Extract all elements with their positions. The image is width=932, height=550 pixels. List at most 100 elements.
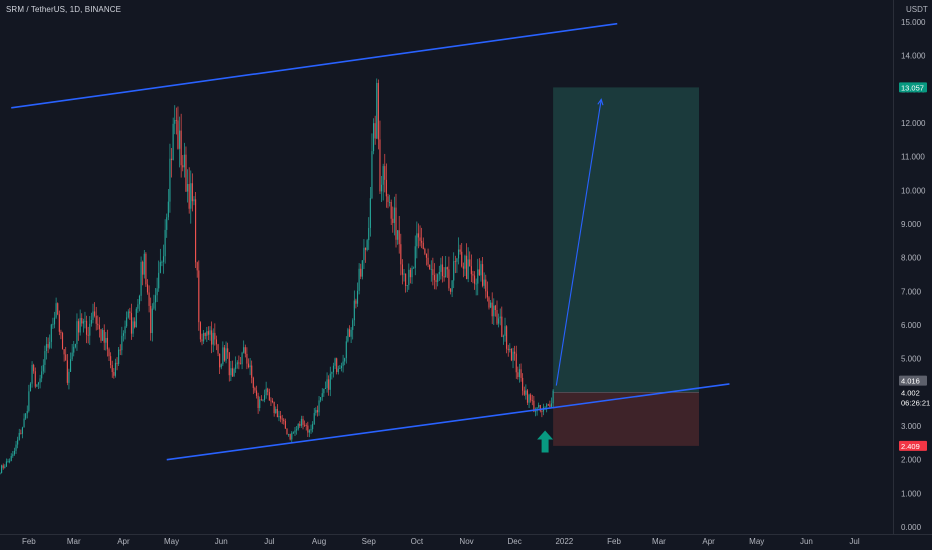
svg-text:06:26:21: 06:26:21 — [901, 398, 930, 407]
candle — [339, 364, 341, 369]
candle — [127, 309, 129, 319]
upper-channel-line[interactable] — [11, 22, 618, 109]
candle — [207, 326, 209, 340]
candle — [102, 328, 104, 341]
candle — [331, 371, 333, 380]
candle — [528, 393, 530, 408]
candle — [146, 279, 149, 295]
time-axis-background — [0, 534, 932, 550]
candle — [364, 247, 367, 263]
candle — [249, 358, 251, 376]
candle — [523, 386, 525, 396]
candle — [84, 311, 86, 329]
price-tick-label: 2.000 — [901, 456, 922, 465]
symbol-title: SRM / TetherUS, 1D, BINANCE — [6, 5, 122, 14]
candle — [118, 347, 120, 366]
candle — [18, 428, 20, 441]
candle — [358, 263, 360, 295]
candle — [174, 105, 176, 135]
price-tick-label: 11.000 — [901, 153, 925, 162]
candle — [167, 188, 169, 221]
candle — [156, 277, 158, 302]
candle — [478, 258, 480, 276]
candle — [498, 313, 500, 328]
candle — [296, 425, 298, 435]
candle — [435, 273, 437, 290]
candle — [374, 115, 376, 145]
candle — [371, 133, 373, 200]
candle — [188, 167, 190, 214]
current-price-tag: 4.016 — [899, 375, 927, 386]
candle — [20, 429, 22, 435]
time-axis[interactable]: Feb Mar Apr May Jun Jul Aug Sep Oct Nov Dec 2022 Feb… — [0, 534, 932, 550]
candle — [446, 266, 448, 278]
candle — [494, 304, 496, 317]
time-tick-label: Mar — [652, 537, 666, 546]
channel-trendlines[interactable] — [11, 22, 730, 461]
candle — [292, 431, 294, 434]
candle — [42, 359, 44, 375]
candle — [482, 257, 484, 288]
time-tick-label: Aug — [312, 537, 326, 546]
candle — [376, 78, 378, 140]
candle — [515, 345, 517, 379]
candle — [1, 464, 3, 474]
candle — [294, 426, 296, 437]
candle — [86, 315, 88, 344]
candle — [111, 360, 113, 378]
candle — [326, 372, 328, 393]
candle — [443, 267, 445, 282]
candle — [74, 343, 76, 349]
candle — [66, 354, 68, 386]
candle — [239, 357, 242, 365]
candle — [289, 433, 291, 441]
candle — [409, 267, 411, 284]
candle — [356, 282, 359, 307]
candle — [499, 308, 501, 326]
candle — [182, 155, 184, 172]
candle — [271, 398, 274, 404]
candle — [94, 302, 96, 318]
candlestick-series — [0, 78, 554, 475]
lower-channel-line[interactable] — [166, 383, 730, 461]
candle — [143, 249, 145, 279]
price-tick-label: 8.000 — [901, 254, 922, 263]
time-tick-label: 2022 — [555, 537, 573, 546]
candle — [73, 340, 75, 357]
candle — [257, 392, 259, 414]
candle — [470, 254, 472, 283]
candle — [116, 357, 118, 371]
candle — [166, 213, 168, 238]
candle — [320, 397, 322, 403]
candle — [531, 394, 533, 406]
candle — [28, 384, 30, 413]
candle — [41, 365, 43, 383]
candle — [464, 254, 466, 276]
candle — [422, 237, 424, 250]
candle — [187, 169, 189, 203]
candle — [195, 192, 197, 269]
candle — [345, 336, 347, 364]
candle — [219, 353, 221, 375]
candle — [332, 362, 335, 378]
candle — [490, 299, 492, 309]
candle — [534, 407, 537, 417]
profit-zone[interactable] — [553, 87, 700, 393]
candle — [52, 317, 54, 329]
candle — [132, 317, 134, 337]
candle — [97, 315, 99, 330]
candle — [233, 367, 235, 377]
candle — [304, 420, 306, 428]
candle — [308, 429, 310, 438]
candle — [33, 363, 35, 374]
candle — [518, 363, 521, 383]
time-tick-label: Nov — [459, 537, 473, 546]
candle — [284, 418, 286, 429]
candle — [37, 381, 40, 390]
stop-loss-zone[interactable] — [553, 392, 700, 446]
candle — [89, 316, 91, 345]
projection-arrow[interactable] — [555, 99, 602, 386]
